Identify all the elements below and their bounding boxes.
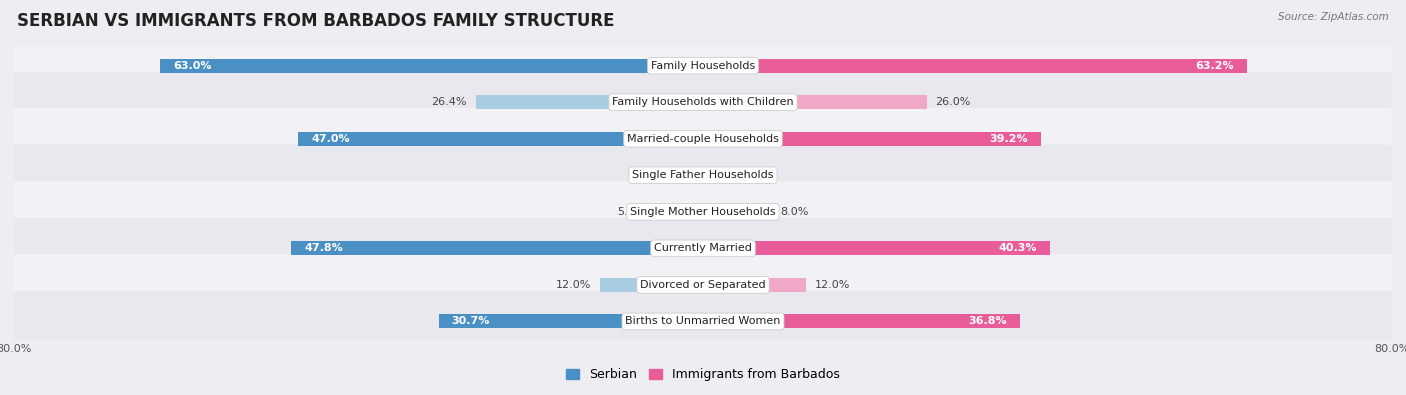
Text: Source: ZipAtlas.com: Source: ZipAtlas.com (1278, 12, 1389, 22)
Text: 8.0%: 8.0% (780, 207, 808, 217)
Bar (160, 59, 703, 73)
Bar (439, 314, 703, 328)
Bar (703, 205, 772, 219)
Bar (703, 241, 1050, 255)
FancyBboxPatch shape (13, 145, 1393, 206)
Text: 36.8%: 36.8% (969, 316, 1007, 326)
Text: 63.2%: 63.2% (1195, 61, 1234, 71)
FancyBboxPatch shape (13, 35, 1393, 96)
FancyBboxPatch shape (13, 71, 1393, 133)
Text: Married-couple Households: Married-couple Households (627, 134, 779, 144)
Text: 26.4%: 26.4% (432, 97, 467, 107)
Text: 39.2%: 39.2% (988, 134, 1028, 144)
Bar (654, 205, 703, 219)
Text: Births to Unmarried Women: Births to Unmarried Women (626, 316, 780, 326)
Bar (475, 95, 703, 109)
FancyBboxPatch shape (13, 291, 1393, 352)
Bar (703, 168, 721, 182)
Bar (703, 59, 1247, 73)
Text: 63.0%: 63.0% (173, 61, 212, 71)
Bar (291, 241, 703, 255)
Bar (298, 132, 703, 146)
Bar (599, 278, 703, 292)
FancyBboxPatch shape (13, 108, 1393, 169)
Text: 5.7%: 5.7% (617, 207, 645, 217)
Text: Family Households with Children: Family Households with Children (612, 97, 794, 107)
Text: 2.2%: 2.2% (731, 170, 759, 180)
Bar (703, 314, 1019, 328)
Text: 30.7%: 30.7% (451, 316, 489, 326)
Text: Currently Married: Currently Married (654, 243, 752, 253)
Text: 26.0%: 26.0% (935, 97, 972, 107)
FancyBboxPatch shape (13, 181, 1393, 243)
Text: 12.0%: 12.0% (815, 280, 851, 290)
Bar (685, 168, 703, 182)
Text: 12.0%: 12.0% (555, 280, 591, 290)
Legend: Serbian, Immigrants from Barbados: Serbian, Immigrants from Barbados (561, 363, 845, 386)
Text: 47.0%: 47.0% (311, 134, 350, 144)
Text: 40.3%: 40.3% (998, 243, 1038, 253)
Text: Family Households: Family Households (651, 61, 755, 71)
Text: Single Father Households: Single Father Households (633, 170, 773, 180)
Text: Single Mother Households: Single Mother Households (630, 207, 776, 217)
Bar (703, 95, 927, 109)
Bar (703, 132, 1040, 146)
Text: 2.2%: 2.2% (647, 170, 675, 180)
Text: SERBIAN VS IMMIGRANTS FROM BARBADOS FAMILY STRUCTURE: SERBIAN VS IMMIGRANTS FROM BARBADOS FAMI… (17, 12, 614, 30)
FancyBboxPatch shape (13, 254, 1393, 316)
Bar (703, 278, 807, 292)
Text: Divorced or Separated: Divorced or Separated (640, 280, 766, 290)
FancyBboxPatch shape (13, 218, 1393, 279)
Text: 47.8%: 47.8% (304, 243, 343, 253)
